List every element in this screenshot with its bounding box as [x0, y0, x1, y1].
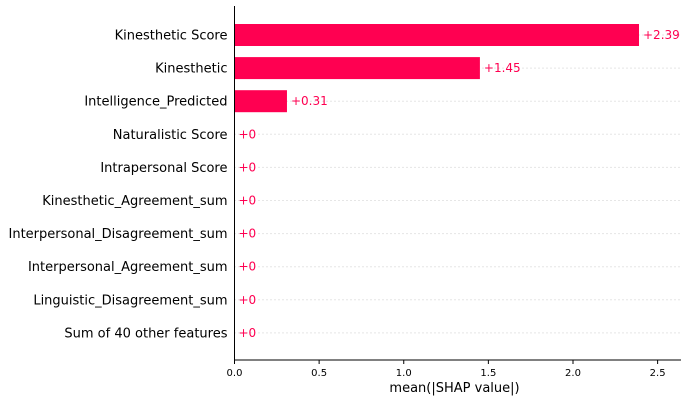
bars	[234, 24, 639, 113]
x-axis-title: mean(|SHAP value|)	[389, 381, 519, 396]
category-label: Naturalistic Score	[113, 128, 228, 143]
x-tick-label: 1.0	[396, 368, 412, 379]
value-label: +0	[239, 127, 257, 141]
x-tick-label: 2.0	[565, 368, 581, 379]
category-label: Intrapersonal Score	[100, 161, 227, 176]
category-labels: Kinesthetic Score Kinesthetic Intelligence…	[9, 29, 228, 342]
x-tick-label: 0.0	[227, 368, 243, 379]
x-axis-ticks: 0.0 0.5 1.0 1.5 2.0 2.5	[227, 360, 666, 379]
category-label: Interpersonal_Disagreement_sum	[9, 227, 228, 242]
category-label: Kinesthetic	[155, 62, 227, 77]
value-label: +0	[239, 260, 257, 274]
x-tick-label: 2.5	[650, 368, 666, 379]
value-label: +0	[239, 326, 257, 340]
category-label: Kinesthetic_Agreement_sum	[42, 194, 227, 209]
value-label: +0	[239, 293, 257, 307]
value-label: +0	[239, 160, 257, 174]
value-label: +0	[239, 194, 257, 208]
x-tick-label: 0.5	[311, 368, 327, 379]
category-label: Interpersonal_Agreement_sum	[28, 260, 228, 275]
category-label: Sum of 40 other features	[64, 326, 227, 341]
value-labels: +2.39 +1.45 +0.31 +0 +0 +0 +0 +0 +0 +0	[239, 28, 680, 340]
category-label: Kinesthetic Score	[115, 29, 228, 44]
value-label: +1.45	[484, 61, 521, 75]
category-label: Linguistic_Disagreement_sum	[33, 293, 227, 308]
row-guides	[234, 34, 681, 334]
value-label: +0.31	[291, 94, 328, 108]
x-tick-label: 1.5	[480, 368, 496, 379]
bar	[234, 57, 480, 80]
bar	[234, 24, 639, 46]
value-label: +0	[239, 227, 257, 241]
value-label: +2.39	[643, 28, 680, 42]
category-label: Intelligence_Predicted	[84, 95, 227, 110]
bar	[234, 90, 287, 113]
